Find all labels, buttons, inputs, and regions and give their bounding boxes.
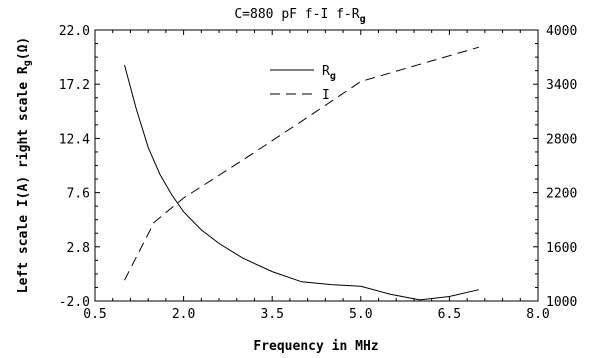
x-tick-label: 5.0: [349, 307, 372, 322]
series-line-rg: [124, 64, 480, 301]
y-axis-title-subscript: g: [22, 60, 33, 66]
y-left-tick-label: 17.2: [59, 78, 90, 93]
y-left-tick-label: 2.8: [67, 241, 90, 256]
chart-title: C=880 pF f-I f-Rg: [234, 7, 365, 25]
y-left-tick-label: 22.0: [59, 24, 90, 39]
x-tick-labels: 0.5 2.0 3.5 5.0 6.5 8.0: [83, 307, 549, 322]
y-left-tick-label: 7.6: [67, 187, 90, 202]
legend-label-rg-main: R: [322, 64, 330, 79]
x-axis-title: Frequency in MHz: [253, 339, 378, 354]
y-left-tick-label: -2.0: [59, 295, 90, 310]
y-right-tick-label: 2800: [546, 132, 577, 147]
chart-title-main: C=880 pF f-I f-R: [234, 7, 359, 22]
y-left-tick-label: 12.4: [59, 132, 90, 147]
series-line-i: [124, 46, 480, 281]
legend-label-rg-subscript: g: [330, 71, 336, 82]
axis-ticks: [94, 29, 539, 302]
series-layer: [124, 46, 480, 301]
y-right-tick-label: 3400: [546, 78, 577, 93]
y-left-tick-labels: -2.0 2.8 7.6 12.4 17.2 22.0: [59, 24, 90, 310]
y-right-tick-label: 1000: [546, 295, 577, 310]
x-tick-label: 0.5: [83, 307, 106, 322]
legend-label-i: I: [322, 88, 330, 103]
chart-title-subscript: g: [360, 14, 366, 25]
y-right-tick-label: 2200: [546, 187, 577, 202]
x-tick-label: 6.5: [438, 307, 461, 322]
y-right-tick-label: 1600: [546, 241, 577, 256]
y-axis-title: Left scale I(A) right scale Rg(Ω): [16, 37, 33, 294]
legend-label-rg: Rg: [322, 64, 336, 82]
y-right-tick-labels: 1000 1600 2200 2800 3400 4000: [546, 24, 577, 310]
plot-frame: [94, 29, 539, 302]
y-axis-title-main: Left scale I(A) right scale R: [16, 66, 31, 293]
legend: Rg I: [270, 64, 336, 103]
y-axis-title-unit: (Ω): [16, 37, 31, 60]
x-tick-label: 2.0: [172, 307, 195, 322]
x-tick-label: 3.5: [260, 307, 283, 322]
x-tick-label: 8.0: [526, 307, 549, 322]
y-right-tick-label: 4000: [546, 24, 577, 39]
